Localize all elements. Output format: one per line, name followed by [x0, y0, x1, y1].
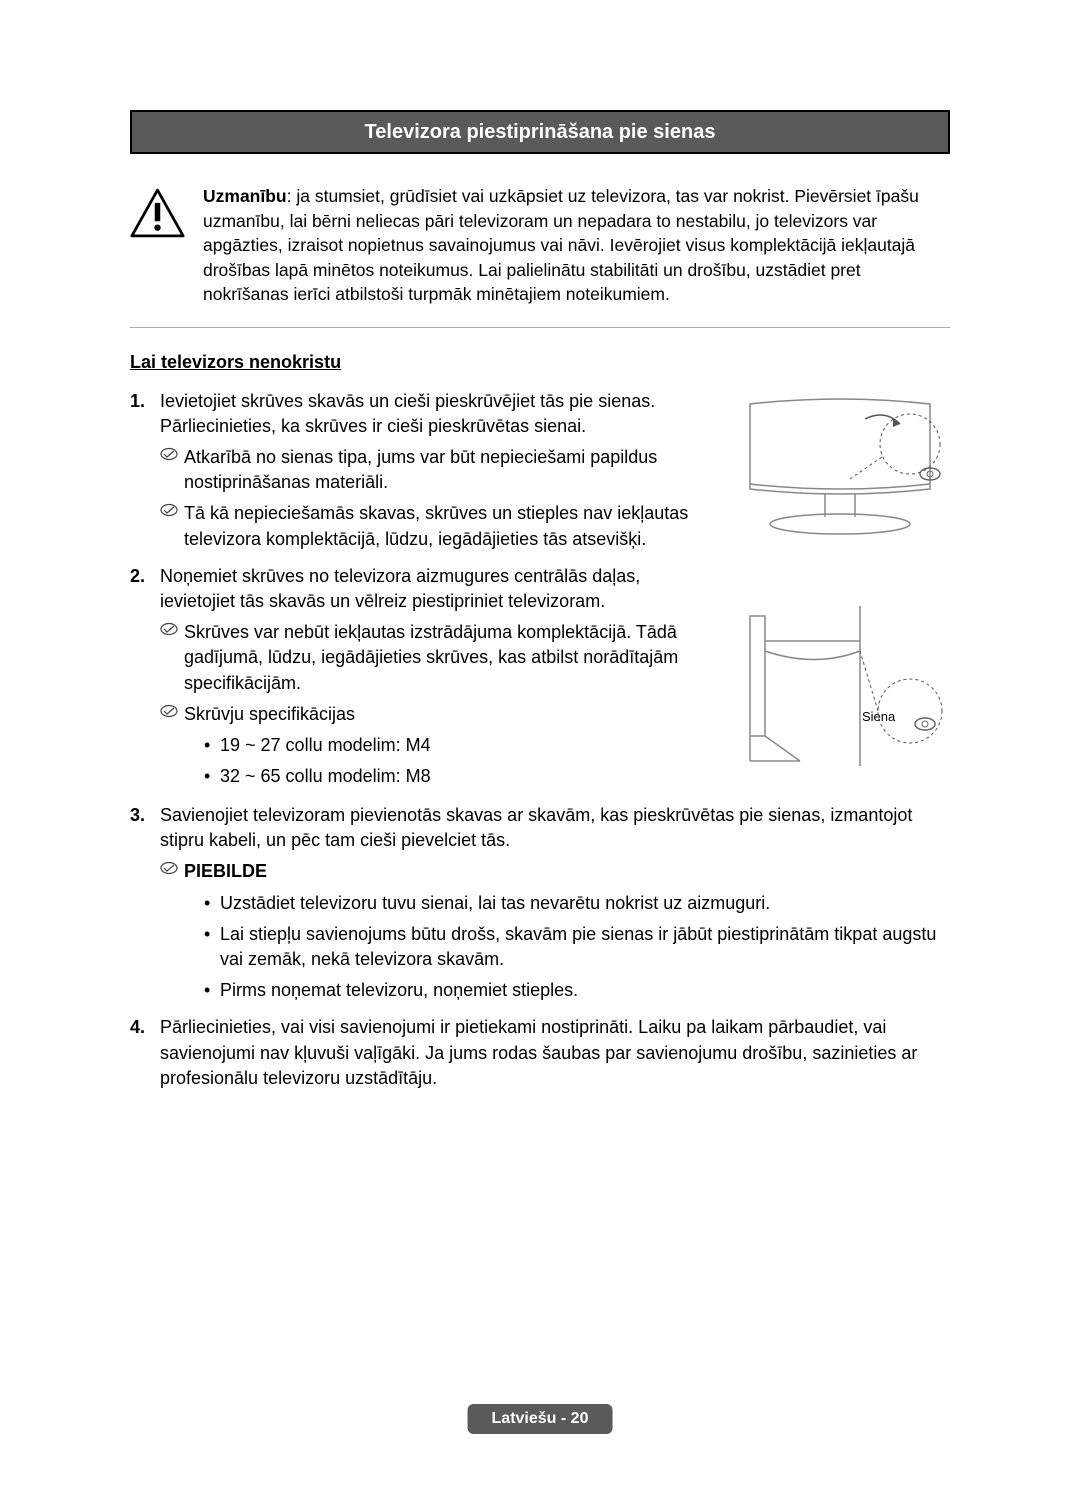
- step-4-text: Pārliecinieties, vai visi savienojumi ir…: [160, 1017, 917, 1087]
- page-title-bar: Televizora piestiprināšana pie sienas: [130, 110, 950, 154]
- warning-label: Uzmanību: [203, 186, 287, 206]
- step-3-bullet-1: Uzstādiet televizoru tuvu sienai, lai ta…: [204, 891, 950, 916]
- warning-block: Uzmanību: ja stumsiet, grūdīsiet vai uzk…: [130, 184, 950, 317]
- subheading: Lai televizors nenokristu: [130, 350, 950, 375]
- spec-1: 19 ~ 27 collu modelim: M4: [204, 733, 710, 758]
- caution-icon: [130, 188, 185, 238]
- note-icon: [160, 447, 178, 461]
- note-icon: [160, 503, 178, 517]
- page-title: Televizora piestiprināšana pie sienas: [365, 121, 716, 143]
- step-2-note-1: Skrūves var nebūt iekļautas izstrādājuma…: [160, 620, 710, 696]
- footer-text: Latviešu - 20: [492, 1410, 589, 1427]
- note-icon: [160, 704, 178, 718]
- step-4: Pārliecinieties, vai visi savienojumi ir…: [130, 1015, 950, 1091]
- step-2-note-2: Skrūvju specifikācijas: [160, 702, 710, 727]
- step-3-bullet-2: Lai stiepļu savienojums būtu drošs, skav…: [204, 922, 950, 972]
- step-1: Ievietojiet skrūves skavās un cieši pies…: [130, 389, 710, 552]
- step-3-text: Savienojiet televizoram pievienotās skav…: [160, 805, 912, 850]
- steps-list: Ievietojiet skrūves skavās un cieši pies…: [130, 389, 710, 790]
- step-2-note-1-text: Skrūves var nebūt iekļautas izstrādājuma…: [184, 622, 678, 692]
- step-3-note: PIEBILDE: [160, 859, 950, 884]
- step-2-note-2-text: Skrūvju specifikācijas: [184, 704, 355, 724]
- step-3-bullet-3: Pirms noņemat televizoru, noņemiet stiep…: [204, 978, 950, 1003]
- spec-2: 32 ~ 65 collu modelim: M8: [204, 764, 710, 789]
- note-icon: [160, 861, 178, 875]
- step-2: Noņemiet skrūves no televizora aizmugure…: [130, 564, 710, 790]
- separator: [130, 327, 950, 328]
- step-1-note-2: Tā kā nepieciešamās skavas, skrūves un s…: [160, 501, 710, 551]
- steps-list-cont: Savienojiet televizoram pievienotās skav…: [130, 803, 950, 1091]
- step-3: Savienojiet televizoram pievienotās skav…: [130, 803, 950, 1003]
- note-icon: [160, 622, 178, 636]
- page-footer: Latviešu - 20: [468, 1404, 613, 1434]
- diagram-wall-bracket: Siena: [730, 596, 950, 776]
- wall-label: Siena: [862, 709, 896, 724]
- step-2-text: Noņemiet skrūves no televizora aizmugure…: [160, 566, 640, 611]
- piebilde-label: PIEBILDE: [184, 861, 267, 881]
- step-1-note-1: Atkarībā no sienas tipa, jums var būt ne…: [160, 445, 710, 495]
- step-1-note-1-text: Atkarībā no sienas tipa, jums var būt ne…: [184, 447, 657, 492]
- diagram-wall-mount: [730, 389, 950, 569]
- step-1-text: Ievietojiet skrūves skavās un cieši pies…: [160, 391, 655, 436]
- warning-body: : ja stumsiet, grūdīsiet vai uzkāpsiet u…: [203, 186, 919, 304]
- step-1-note-2-text: Tā kā nepieciešamās skavas, skrūves un s…: [184, 503, 688, 548]
- warning-text: Uzmanību: ja stumsiet, grūdīsiet vai uzk…: [203, 184, 950, 307]
